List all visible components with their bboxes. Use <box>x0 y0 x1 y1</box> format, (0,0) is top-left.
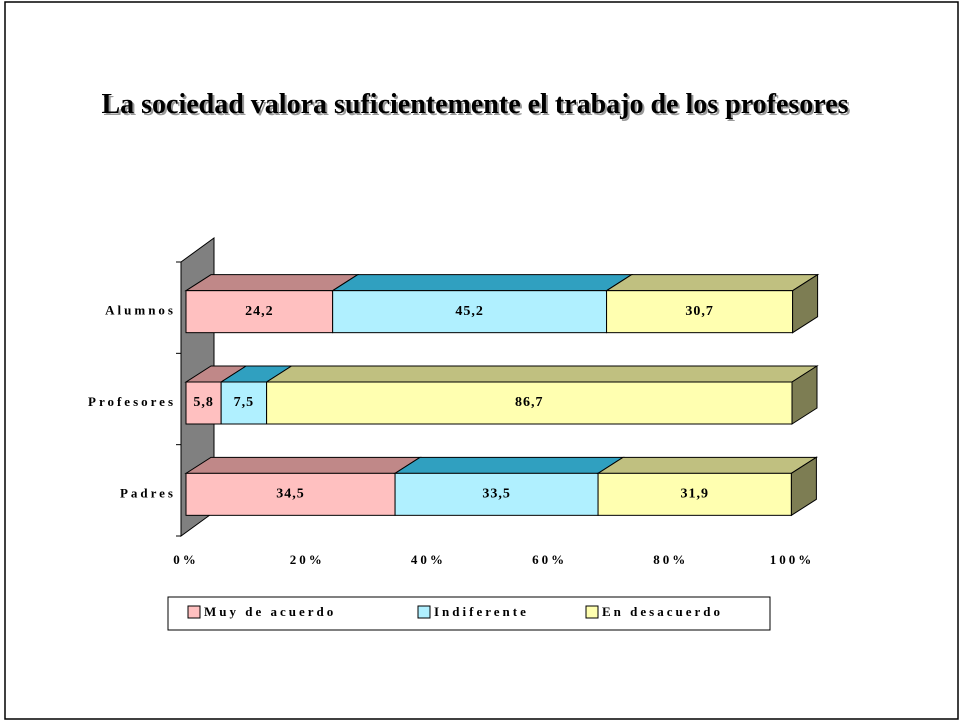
bar <box>185 290 334 334</box>
bar <box>606 290 794 334</box>
bar <box>332 290 608 334</box>
title-box: La sociedad valora suficientemente el tr… <box>101 89 849 120</box>
legend-label: Indiferente <box>434 604 529 619</box>
bar-top <box>184 456 422 474</box>
y-tick-label: Alumnos <box>105 303 176 318</box>
data-label: 24,2 <box>245 304 274 319</box>
x-tick-label: 0% <box>173 552 199 567</box>
bar-side <box>792 273 819 334</box>
bar <box>266 381 793 425</box>
title-shadow: La sociedad valora suficientemente el tr… <box>103 91 851 122</box>
bar-top <box>330 274 634 292</box>
legend-box <box>167 596 771 631</box>
bar <box>185 381 222 425</box>
data-label: 7,5 <box>234 395 255 410</box>
x-tick-label: 60% <box>532 552 567 567</box>
bar-top <box>264 365 819 383</box>
legend-swatch <box>417 605 431 619</box>
legend-label: Muy de acuerdo <box>204 604 336 619</box>
data-label: 5,8 <box>193 395 214 410</box>
bar-side <box>791 365 818 425</box>
bar-side <box>790 456 817 517</box>
bar-top <box>604 274 820 292</box>
data-label: 33,5 <box>482 487 511 502</box>
bar-top <box>393 456 625 474</box>
title-shadow-box: La sociedad valora suficientemente el tr… <box>103 91 851 122</box>
legend-swatch <box>585 605 599 619</box>
y-tick-label: Profesores <box>88 394 176 409</box>
x-tick-label: 40% <box>411 552 446 567</box>
legend-swatch <box>187 605 201 619</box>
bar <box>394 472 599 516</box>
chart-title: La sociedad valora suficientemente el tr… <box>101 89 849 120</box>
bar-top <box>184 274 360 292</box>
title-shadow-text: La sociedad valora suficientemente el tr… <box>103 91 851 122</box>
bar <box>597 472 792 516</box>
x-tick-label: 20% <box>290 552 325 567</box>
x-tick-label: 100% <box>770 552 815 567</box>
data-label: 31,9 <box>680 487 709 502</box>
data-label: 45,2 <box>455 304 484 319</box>
data-label: 34,5 <box>276 487 305 502</box>
data-label: 86,7 <box>515 395 544 410</box>
legend-label: En desacuerdo <box>602 604 723 619</box>
y-tick-label: Padres <box>120 485 176 500</box>
x-tick-label: 80% <box>653 552 688 567</box>
bar-top <box>596 456 819 474</box>
data-label: 30,7 <box>685 304 714 319</box>
